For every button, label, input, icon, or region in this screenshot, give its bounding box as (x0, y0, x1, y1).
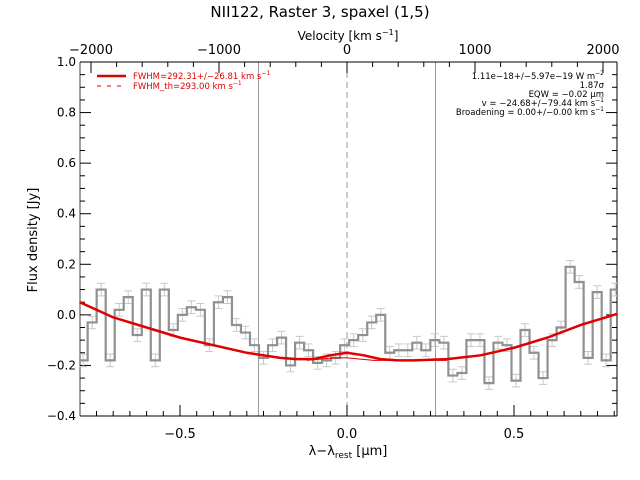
legend-label-fwhm-main: FWHM=292.31+/−26.81 km s (133, 72, 262, 82)
y-tick-label: 0.8 (57, 106, 76, 120)
annotation-sup: −2 (595, 70, 604, 77)
x-axis-label-main: λ−λ (309, 444, 336, 459)
annotation-text: 1.11e−18+/−5.97e−19 W m (472, 72, 595, 82)
annotation-text: EQW = −0.02 μm (529, 90, 604, 100)
annotation-text: Broadening = 0.00+/−0.00 km s (456, 108, 596, 118)
top-axis-label-sup: −1 (382, 28, 394, 37)
series-group (79, 259, 620, 390)
top-tick-label: −2000 (69, 43, 113, 58)
spectrum-step-line (80, 265, 617, 385)
annotation-text: 1.87σ (580, 81, 605, 91)
top-axis-label-end: ] (394, 29, 399, 43)
x-tick-label: −0.5 (164, 427, 196, 442)
legend-label-fwhm-th: FWHM_th=293.00 km s−1 (133, 80, 242, 92)
top-tick-labels: −2000 −1000 0 1000 2000 (69, 43, 620, 58)
legend-label-fwhm-th-sup: −1 (233, 80, 242, 87)
annotation-line: 1.87σ (580, 81, 605, 91)
x-axis-label-unit: [μm] (352, 444, 387, 459)
x-tick-label: 0.0 (337, 427, 358, 442)
y-axis-label: Flux density [Jy] (26, 188, 41, 293)
annotation-line: EQW = −0.02 μm (529, 90, 604, 100)
y-tick-label: 0.6 (57, 156, 76, 170)
x-tick-label: 0.5 (504, 427, 525, 442)
x-axis-label-sub: rest (335, 451, 353, 461)
y-tick-label: 1.0 (57, 55, 76, 69)
legend-label-fwhm-sup: −1 (261, 70, 270, 77)
top-axis-label: Velocity [km s−1] (298, 28, 399, 43)
annotation-text: v = −24.68+/−79.44 km s (482, 99, 596, 109)
annotation-sup: −1 (595, 97, 604, 104)
y-tick-label: 0.4 (57, 207, 76, 221)
top-axis-label-main: Velocity [km s (298, 29, 382, 43)
y-tick-label: −0.2 (47, 358, 76, 372)
legend-label-fwhm-th-main: FWHM_th=293.00 km s (133, 82, 233, 92)
legend-label-fwhm: FWHM=292.31+/−26.81 km s−1 (133, 70, 270, 82)
annotation-line: 1.11e−18+/−5.97e−19 W m−2 (472, 70, 604, 82)
annotation-sup: −1 (595, 106, 604, 113)
top-tick-label: 2000 (586, 43, 619, 58)
axes (79, 61, 618, 417)
chart-title: NII122, Raster 3, spaxel (1,5) (210, 3, 429, 21)
annotation-line: v = −24.68+/−79.44 km s−1 (482, 97, 605, 109)
y-tick-label: 0.2 (57, 257, 76, 271)
y-tick-label: 0.0 (57, 308, 76, 322)
y-tick-label: −0.4 (47, 409, 76, 423)
top-tick-label: 1000 (458, 43, 491, 58)
annotation-line: Broadening = 0.00+/−0.00 km s−1 (456, 106, 604, 118)
top-tick-label: 0 (343, 43, 351, 58)
x-tick-labels: −0.5 0.0 0.5 (164, 427, 524, 442)
y-tick-labels: 1.0 0.8 0.6 0.4 0.2 0.0 −0.2 −0.4 (47, 55, 76, 423)
fit-curve (79, 301, 618, 362)
x-axis-label: λ−λrest [μm] (309, 444, 388, 461)
legend: FWHM=292.31+/−26.81 km s−1 FWHM_th=293.0… (97, 70, 270, 92)
top-tick-label: −1000 (197, 43, 241, 58)
